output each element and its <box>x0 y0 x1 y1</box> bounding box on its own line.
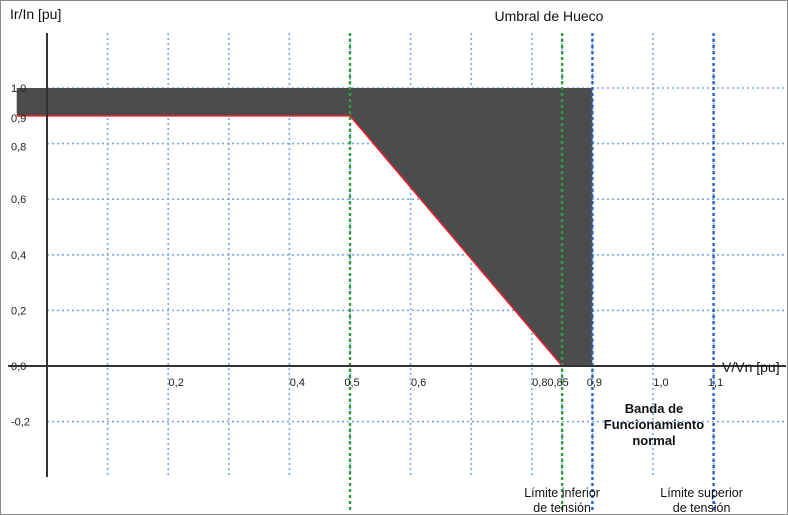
vertical-lines-layer <box>348 33 715 512</box>
limit-annotation-line: de tensión <box>673 501 731 515</box>
limit-annotation: Límite inferior de tensión <box>524 486 600 515</box>
band-label: Banda de Funcionamiento normal <box>604 401 704 448</box>
region-edge-line <box>16 115 563 367</box>
limit-annotation-line: de tensión <box>533 501 591 515</box>
x-tick-label: 0,8 <box>532 377 547 389</box>
label-layer: 1,0 0,9 0,8 0,6 0,4 0,2 0,0 -0,2 0,2 0,4 0,5 0,6 0,8… <box>11 83 743 515</box>
band-label-line: Funcionamiento <box>604 417 704 432</box>
x-axis-label: V/Vn [pu] <box>722 359 780 375</box>
x-tick-label: 0,2 <box>169 377 184 389</box>
limit-annotation-line: Límite superior <box>660 486 743 500</box>
y-tick-label: 0,6 <box>11 194 26 206</box>
y-tick-label: 1,0 <box>11 83 26 95</box>
y-tick-label: 0,0 <box>11 361 26 373</box>
limit-annotation: Límite superior de tensión <box>660 486 743 515</box>
x-tick-label: 0,85 <box>547 377 568 389</box>
shaded-region <box>16 88 593 366</box>
y-tick-label: 0,2 <box>11 305 26 317</box>
y-tick-label: 0,4 <box>11 250 26 262</box>
x-tick-label: 0,9 <box>587 377 602 389</box>
x-tick-label: 0,4 <box>290 377 305 389</box>
y-axis-label: Ir/In [pu] <box>10 6 61 22</box>
axis-layer <box>8 33 786 477</box>
x-tick-label: 1,1 <box>708 377 723 389</box>
band-label-line: Banda de <box>625 401 684 416</box>
y-tick-label: -0,2 <box>11 417 30 429</box>
band-label-line: normal <box>632 433 675 448</box>
x-tick-label: 0,6 <box>411 377 426 389</box>
x-tick-label: 0,5 <box>344 377 359 389</box>
chart-title: Umbral de Hueco <box>495 8 604 24</box>
region-layer <box>16 88 593 367</box>
x-tick-label: 1,0 <box>653 377 668 389</box>
y-tick-label: 0,8 <box>11 142 26 154</box>
y-tick-label: 0,9 <box>11 113 26 125</box>
limit-annotation-line: Límite inferior <box>524 486 600 500</box>
